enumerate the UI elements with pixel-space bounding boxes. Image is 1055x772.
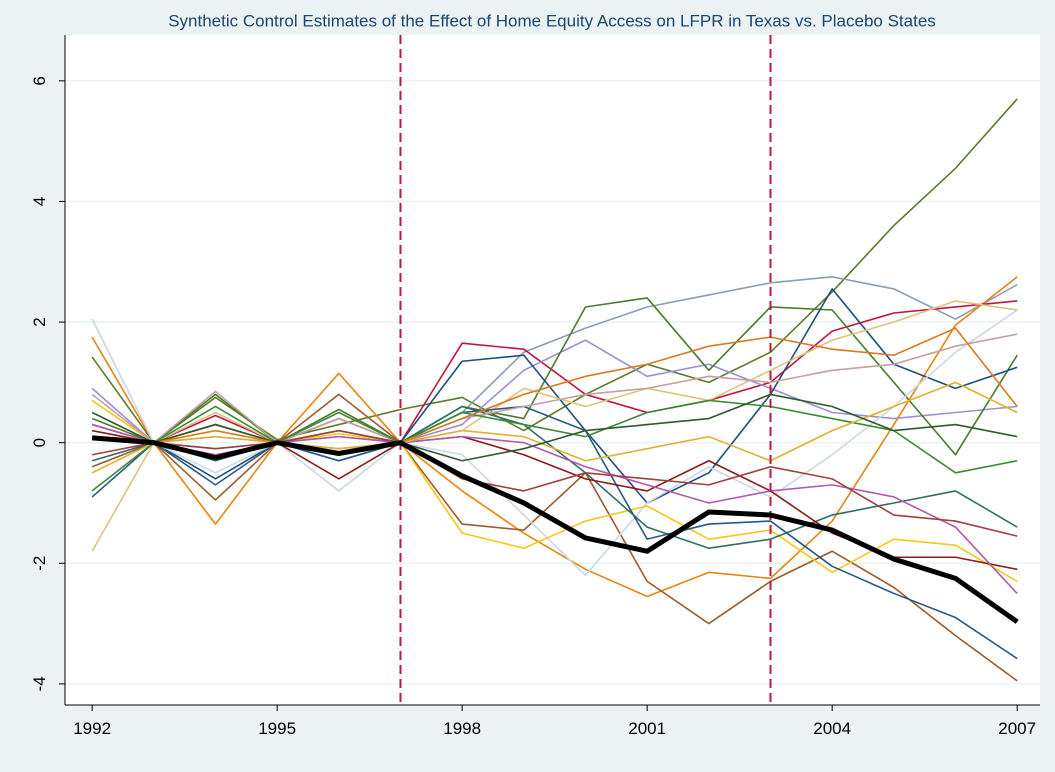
y-tick-label: -2 bbox=[30, 556, 49, 571]
y-tick-label: 2 bbox=[30, 317, 49, 326]
y-tick-label: 0 bbox=[30, 438, 49, 447]
series-line bbox=[92, 327, 1018, 456]
series-line bbox=[91, 393, 1018, 462]
series-line bbox=[91, 405, 1018, 660]
series-line bbox=[91, 429, 1018, 537]
series-line bbox=[91, 393, 1018, 682]
y-tick-label: -4 bbox=[30, 676, 49, 691]
x-tick-label: 2007 bbox=[998, 719, 1036, 738]
x-tick-label: 1998 bbox=[443, 719, 481, 738]
x-tick-label: 2001 bbox=[628, 719, 666, 738]
series-line bbox=[91, 297, 1018, 456]
x-tick-label: 1995 bbox=[258, 719, 296, 738]
chart-title: Synthetic Control Estimates of the Effec… bbox=[168, 11, 936, 30]
series-line bbox=[91, 435, 1019, 624]
series-line bbox=[91, 333, 1018, 444]
x-tick-label: 1992 bbox=[73, 719, 111, 738]
y-tick-label: 4 bbox=[30, 197, 49, 206]
series-line bbox=[91, 276, 1018, 598]
series-line bbox=[91, 309, 1018, 577]
x-tick-label: 2004 bbox=[813, 719, 851, 738]
series-line bbox=[91, 300, 1018, 552]
series-line bbox=[91, 300, 1018, 444]
y-tick-label: 6 bbox=[30, 76, 49, 85]
series-line bbox=[92, 288, 1018, 504]
series-line bbox=[91, 399, 1018, 492]
